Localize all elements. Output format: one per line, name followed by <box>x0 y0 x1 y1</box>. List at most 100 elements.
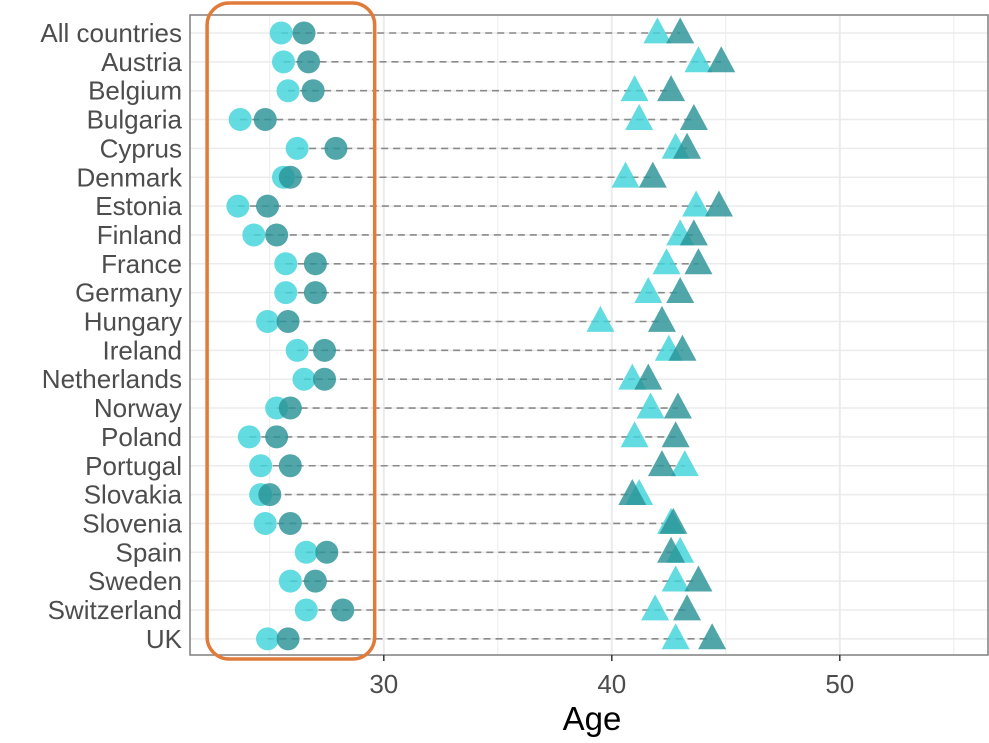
triangle-point <box>652 248 681 275</box>
circle-point <box>285 338 309 362</box>
triangle-point <box>673 132 702 159</box>
triangle-point <box>707 46 736 73</box>
circle-point <box>258 483 282 507</box>
triangle-point <box>661 421 690 448</box>
circle-point <box>256 194 280 218</box>
circle-point <box>278 396 302 420</box>
triangle-point <box>638 161 667 188</box>
y-tick-label: France <box>101 249 182 279</box>
triangle-point <box>647 450 676 477</box>
circle-point <box>276 79 300 103</box>
circle-point <box>294 598 318 622</box>
y-tick-label: Estonia <box>95 191 182 221</box>
circle-point <box>313 367 337 391</box>
y-tick-label: UK <box>146 624 183 654</box>
circle-point <box>228 108 252 132</box>
circle-point <box>276 310 300 333</box>
triangle-point <box>636 392 665 419</box>
circle-point <box>278 454 302 478</box>
circle-point <box>265 425 289 449</box>
triangle-point <box>618 479 647 505</box>
triangle-point <box>620 421 649 448</box>
circle-point <box>313 338 337 362</box>
circle-point <box>226 194 250 218</box>
y-tick-label: Spain <box>116 537 183 567</box>
y-tick-label: Austria <box>101 47 182 77</box>
triangle-point <box>641 594 670 621</box>
triangle-point <box>620 75 649 102</box>
triangle-point <box>666 277 695 304</box>
y-tick-label: Bulgaria <box>87 105 183 135</box>
triangle-point <box>643 17 672 44</box>
circle-point <box>301 79 325 103</box>
circle-point <box>274 252 298 276</box>
triangle-point <box>647 305 676 332</box>
triangle-point <box>684 46 713 73</box>
triangle-point <box>684 565 713 592</box>
triangle-point <box>657 536 686 563</box>
triangle-point <box>659 507 688 534</box>
y-tick-label: Germany <box>75 278 182 308</box>
circle-point <box>237 425 261 449</box>
circle-point <box>256 627 280 651</box>
circle-point <box>303 252 327 276</box>
circle-point <box>271 50 295 74</box>
circle-point <box>242 223 266 247</box>
circle-point <box>294 540 318 564</box>
y-tick-label: Switzerland <box>48 595 182 625</box>
y-tick-label: Finland <box>97 220 182 250</box>
x-tick-label: 40 <box>597 669 626 699</box>
triangle-point <box>634 277 663 304</box>
y-tick-label: Portugal <box>85 451 182 481</box>
circle-point <box>292 367 316 391</box>
y-tick-label: Denmark <box>77 162 183 192</box>
circle-point <box>292 21 316 45</box>
triangle-point <box>668 334 697 361</box>
circle-point <box>249 454 273 478</box>
circle-point <box>269 21 293 45</box>
triangle-point <box>661 565 690 592</box>
x-axis-title: Age <box>563 700 622 737</box>
triangle-point <box>704 190 733 217</box>
y-tick-label: Ireland <box>103 335 183 365</box>
triangle-point <box>682 190 711 217</box>
circle-point <box>303 569 327 593</box>
circle-point <box>303 281 327 305</box>
circle-point <box>297 50 321 74</box>
circle-point <box>278 569 302 593</box>
circle-point <box>324 136 348 160</box>
circle-point <box>315 540 339 564</box>
triangle-point <box>586 305 615 332</box>
circle-point <box>256 310 280 333</box>
y-tick-label: Hungary <box>84 307 182 337</box>
circle-point <box>278 511 302 535</box>
triangle-point <box>698 623 727 650</box>
circle-point <box>276 627 300 651</box>
x-tick-label: 50 <box>825 669 854 699</box>
y-tick-label: Sweden <box>88 566 182 596</box>
triangle-point <box>625 103 654 130</box>
triangle-point <box>661 623 690 650</box>
triangle-point <box>679 219 708 246</box>
segment-layer <box>237 32 722 640</box>
y-tick-label: All countries <box>40 18 182 48</box>
circle-point <box>278 165 302 189</box>
mark-layer <box>226 17 736 651</box>
y-tick-label: Slovenia <box>82 508 182 538</box>
x-tick-label: 30 <box>369 669 398 699</box>
circle-point <box>274 281 298 305</box>
circle-point <box>285 136 309 160</box>
triangle-point <box>679 103 708 130</box>
triangle-point <box>634 363 663 390</box>
circle-point <box>265 223 289 247</box>
y-tick-label: Belgium <box>88 76 182 106</box>
triangle-point <box>657 75 686 102</box>
y-tick-label: Norway <box>94 393 182 423</box>
y-tick-label: Slovakia <box>84 480 183 510</box>
triangle-point <box>666 17 695 44</box>
circle-point <box>253 511 277 535</box>
panel-border <box>189 14 989 656</box>
triangle-point <box>611 161 640 188</box>
